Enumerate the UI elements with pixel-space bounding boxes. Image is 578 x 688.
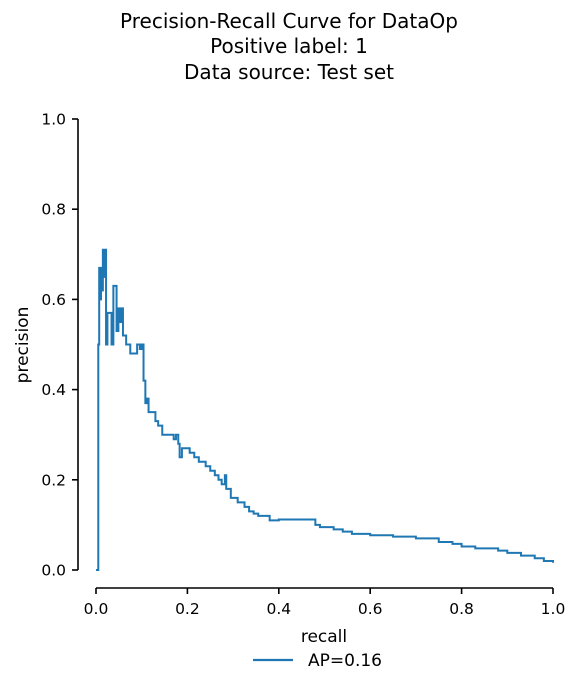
legend-label: AP=0.16 [308, 651, 382, 671]
chart-title-line-2: Positive label: 1 [210, 34, 368, 58]
x-axis-ticks: 0.0 0.2 0.4 0.6 0.8 1.0 [84, 588, 566, 618]
x-tick-label: 0.8 [449, 600, 474, 618]
x-tick-label: 0.6 [358, 600, 383, 618]
y-tick-label: 0.6 [41, 291, 66, 309]
chart-title: Precision-Recall Curve for DataOp Positi… [120, 9, 458, 84]
y-tick-label: 0.2 [41, 471, 66, 489]
y-tick-label: 0.8 [41, 201, 66, 219]
series-line-0 [96, 248, 554, 571]
x-tick-label: 0.2 [175, 600, 200, 618]
x-axis-label: recall [301, 627, 347, 647]
y-tick-label: 0.0 [41, 562, 66, 580]
y-tick-label: 1.0 [41, 111, 66, 129]
y-axis-ticks: 0.0 0.2 0.4 0.6 0.8 1.0 [41, 111, 78, 580]
x-tick-label: 1.0 [541, 600, 566, 618]
plot-area [96, 248, 554, 571]
x-tick-label: 0.4 [266, 600, 291, 618]
chart-title-line-3: Data source: Test set [184, 60, 394, 84]
y-axis-label: precision [13, 307, 33, 384]
x-tick-label: 0.0 [84, 600, 109, 618]
legend: AP=0.16 [253, 651, 382, 671]
y-tick-label: 0.4 [41, 381, 66, 399]
chart-title-line-1: Precision-Recall Curve for DataOp [120, 9, 458, 33]
